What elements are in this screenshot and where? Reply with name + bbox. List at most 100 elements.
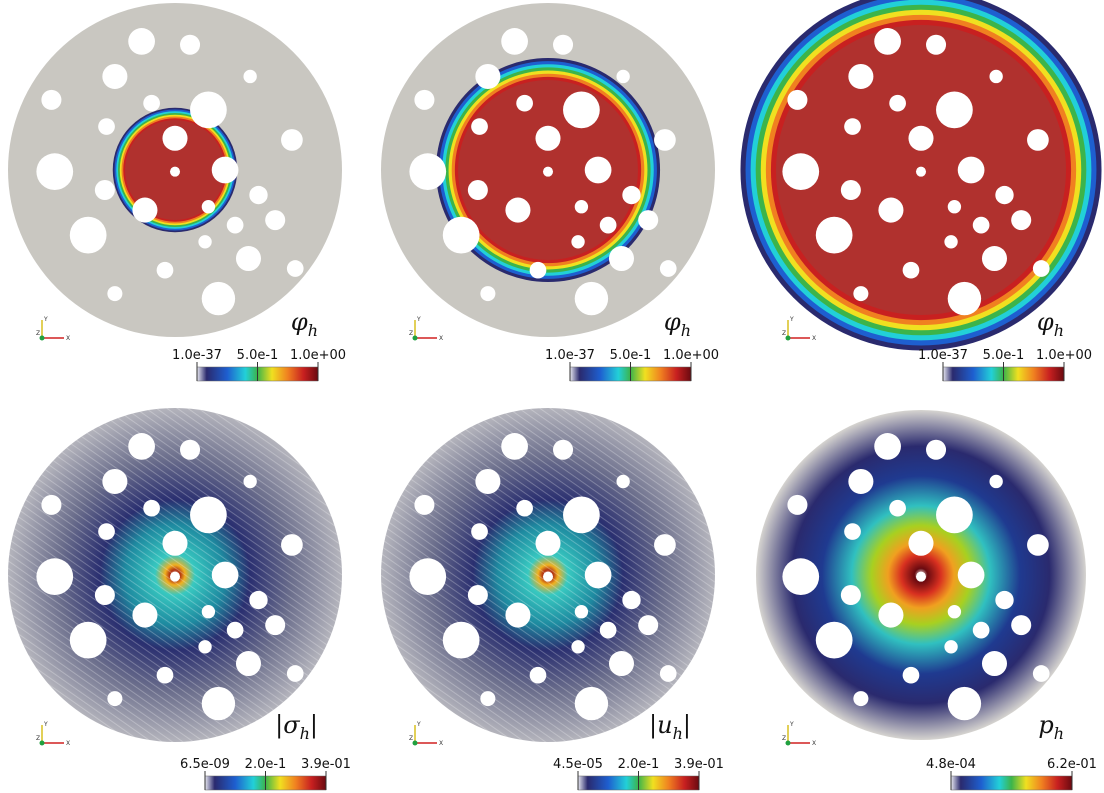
triad-origin	[413, 336, 418, 341]
triad-origin	[786, 741, 791, 746]
field-label: ph	[1038, 711, 1064, 743]
triad-label: Y	[789, 721, 794, 728]
hole	[575, 200, 588, 213]
hole	[198, 235, 211, 248]
triad-label: Z	[409, 735, 413, 742]
hole	[853, 286, 868, 301]
hole	[575, 282, 608, 315]
hole	[973, 622, 990, 639]
hole	[948, 605, 961, 618]
hole	[107, 691, 122, 706]
hole	[475, 64, 500, 89]
field-label: φh	[1037, 308, 1064, 340]
hole	[501, 28, 528, 55]
hole	[973, 217, 990, 234]
hole	[212, 157, 239, 184]
hole	[236, 246, 261, 271]
field-label: |uh|	[649, 711, 691, 743]
hole	[936, 92, 973, 129]
hole	[505, 198, 530, 223]
colorbar-tick-label: 3.9e-01	[301, 757, 351, 772]
label-symbol: |σ	[275, 711, 300, 740]
hole	[287, 665, 304, 682]
hole	[414, 90, 434, 110]
colorbar-tick-label: 1.0e-37	[172, 348, 222, 363]
label-subscript: h	[308, 321, 318, 340]
hole	[516, 500, 533, 517]
triad-label: Y	[43, 316, 48, 323]
hole	[190, 497, 227, 534]
hole	[916, 167, 926, 177]
hole	[889, 95, 906, 112]
hole	[265, 210, 285, 230]
field-label: φh	[291, 308, 318, 340]
hole	[816, 217, 853, 254]
hole	[202, 605, 215, 618]
label-symbol: |	[683, 711, 691, 740]
triad-label: X	[812, 740, 816, 747]
hole	[107, 286, 122, 301]
hole	[41, 90, 61, 110]
triad-origin	[786, 336, 791, 341]
hole	[202, 200, 215, 213]
hole	[530, 667, 547, 684]
label-symbol: φ	[1037, 308, 1054, 336]
hole	[212, 562, 239, 589]
hole	[1033, 665, 1050, 682]
label-symbol: |u	[649, 711, 673, 740]
hole	[36, 153, 73, 190]
hole	[916, 572, 926, 582]
hole	[609, 246, 634, 271]
label-symbol: |	[310, 711, 318, 740]
colorbar-tick-label: 6.2e-01	[1047, 757, 1097, 772]
hole	[102, 469, 127, 494]
colorbar-tick-label: 1.0e-37	[918, 348, 968, 363]
hole	[505, 603, 530, 628]
hole	[475, 469, 500, 494]
triad-label: X	[66, 740, 70, 747]
hole	[530, 262, 547, 279]
label-symbol: φ	[291, 308, 308, 336]
hole	[190, 92, 227, 129]
hole	[958, 157, 985, 184]
hole	[202, 282, 235, 315]
figure: YZXφh1.0e-375.0e-11.0e+00YZXφh1.0e-375.0…	[0, 0, 1104, 793]
hole	[622, 186, 640, 204]
triad-origin	[40, 336, 45, 341]
hole	[132, 198, 157, 223]
hole	[471, 523, 488, 540]
hole	[170, 572, 180, 582]
triad-label: Y	[416, 316, 421, 323]
hole	[563, 497, 600, 534]
colorbar-tick-label: 1.0e-37	[545, 348, 595, 363]
hole	[198, 640, 211, 653]
colorbar-tick-label: 1.0e+00	[290, 348, 346, 363]
hole	[157, 667, 174, 684]
hole	[70, 622, 107, 659]
hole	[1011, 210, 1031, 230]
hole	[622, 591, 640, 609]
hole	[841, 180, 861, 200]
hole	[1033, 260, 1050, 277]
hole	[853, 691, 868, 706]
hole	[249, 186, 267, 204]
hole	[180, 35, 200, 55]
colorbar-tick-label: 1.0e+00	[663, 348, 719, 363]
label-subscript: h	[681, 321, 691, 340]
triad-origin	[413, 741, 418, 746]
field-label: φh	[664, 308, 691, 340]
hole	[575, 605, 588, 618]
hole	[908, 126, 933, 151]
triad-label: X	[439, 740, 443, 747]
triad-label: Z	[36, 330, 40, 337]
hole	[409, 153, 446, 190]
triad-label: Y	[43, 721, 48, 728]
hole	[787, 90, 807, 110]
hole	[128, 28, 155, 55]
label-symbol: p	[1038, 711, 1053, 739]
hole	[1027, 129, 1049, 151]
hole	[848, 469, 873, 494]
hole	[616, 475, 629, 488]
